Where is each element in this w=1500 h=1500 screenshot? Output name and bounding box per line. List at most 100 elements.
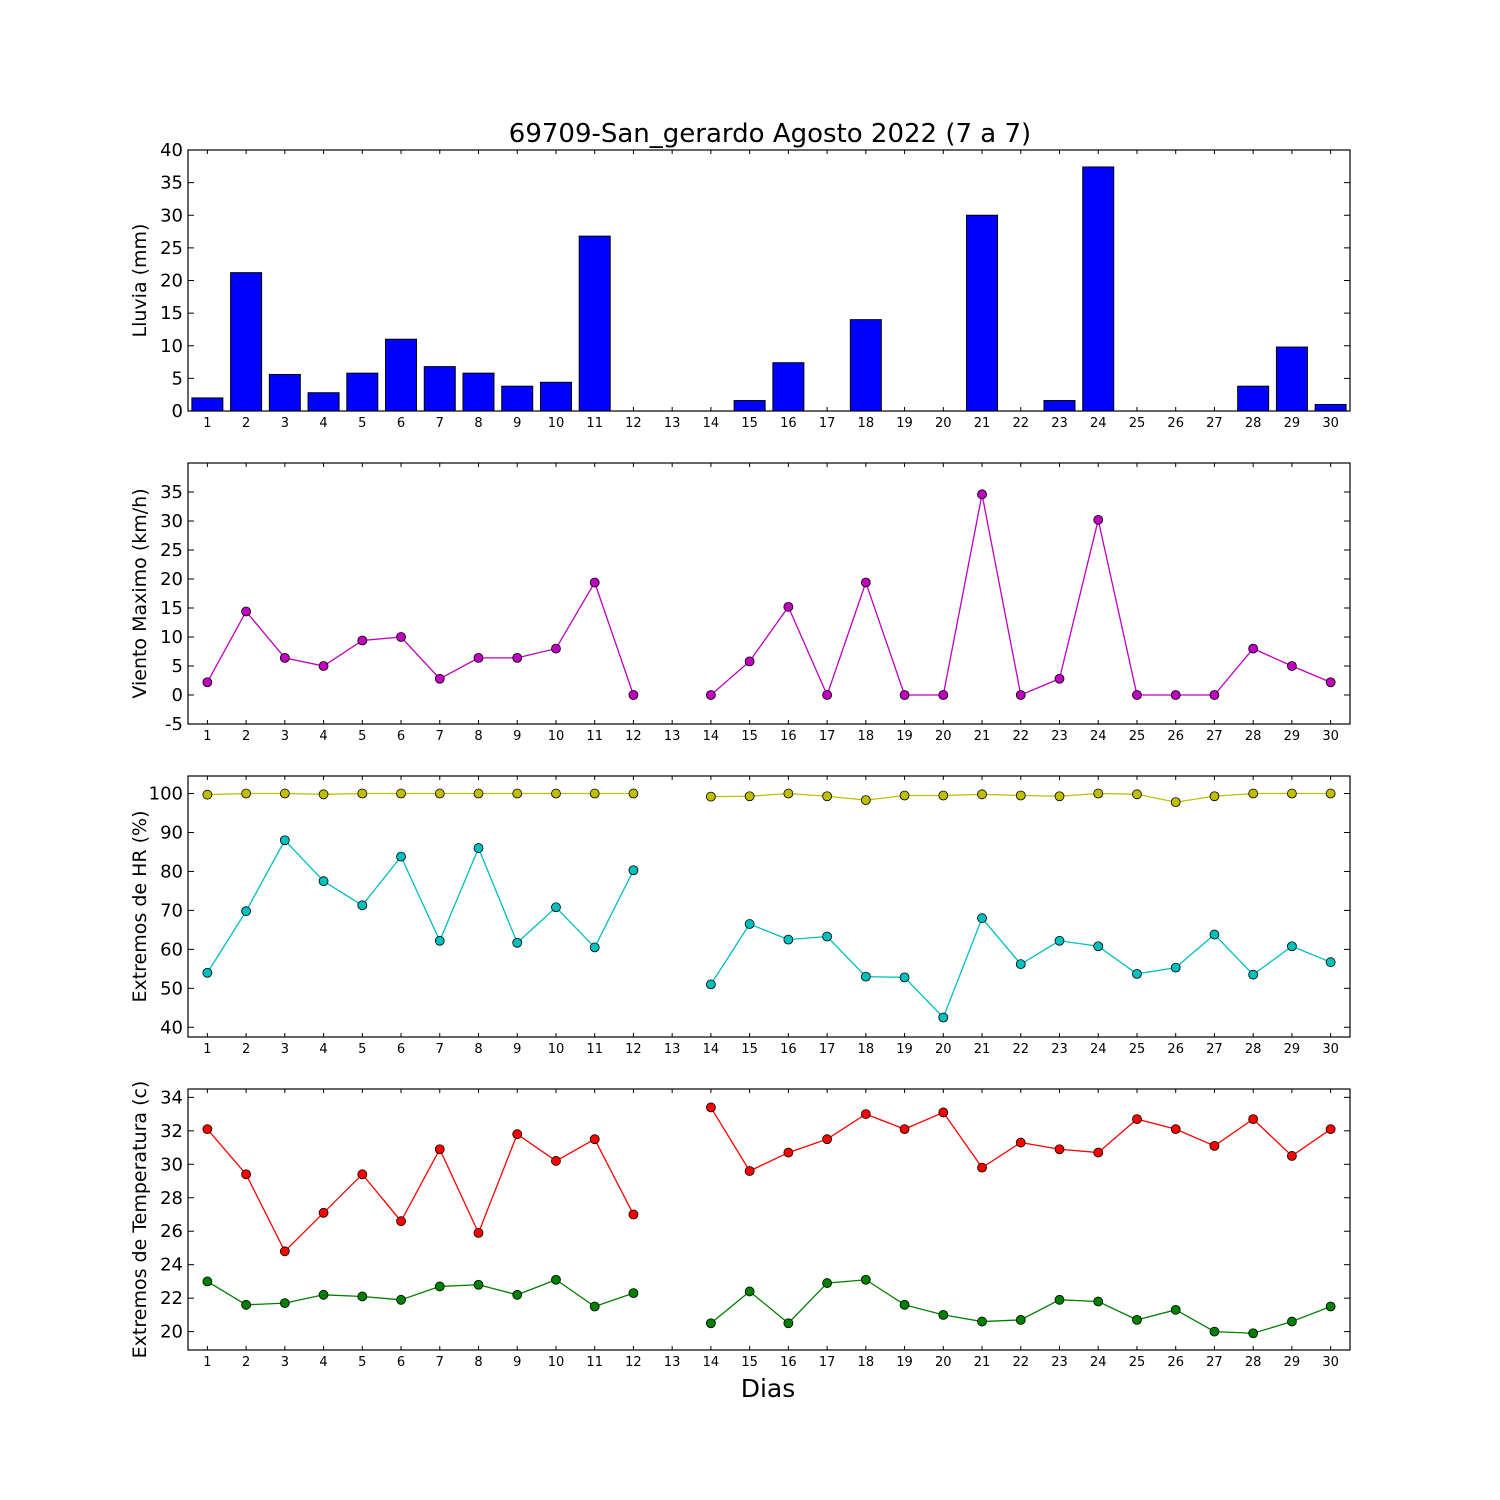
series-1-point-day-24 <box>1093 1147 1104 1158</box>
series-1-point-day-9 <box>512 652 523 663</box>
series-2-point-day-25 <box>1132 968 1142 979</box>
series-2-point-day-29 <box>1287 1316 1297 1327</box>
x-tick-label: 11 <box>586 1042 603 1057</box>
series-2-point-day-18 <box>860 971 871 982</box>
axes-frame <box>187 775 1351 1038</box>
x-tick-label: 2 <box>242 416 250 431</box>
series-2-point-day-11 <box>589 1301 600 1312</box>
rain-bar-day-1 <box>191 397 224 412</box>
rain-bar-day-8 <box>462 372 495 412</box>
rain-bar-day-23 <box>1043 400 1076 412</box>
series-1-point-day-15 <box>744 1166 755 1176</box>
x-tick-label: 22 <box>1012 1042 1029 1057</box>
x-tick-label: 15 <box>741 1355 758 1370</box>
series-2-point-day-21 <box>977 1316 987 1327</box>
series-2-point-day-8 <box>473 1279 484 1290</box>
y-tick-label: 28 <box>160 1188 183 1209</box>
y-tick-label: 22 <box>160 1288 183 1309</box>
series-1-point-day-24 <box>1093 788 1104 799</box>
x-tick-label: 1 <box>203 729 211 744</box>
x-tick-label: 4 <box>319 1042 327 1057</box>
series-2-line <box>207 1278 634 1308</box>
x-tick-label: 10 <box>548 729 565 744</box>
series-1-point-day-14 <box>706 791 716 802</box>
x-tick-label: 6 <box>397 1355 405 1370</box>
series-2-point-day-5 <box>357 900 368 911</box>
series-1-point-day-9 <box>512 1129 523 1140</box>
series-2-point-day-9 <box>512 1289 523 1300</box>
series-2-point-day-3 <box>279 835 290 846</box>
y-tick-label: 20 <box>160 1322 183 1343</box>
series-1-point-day-20 <box>938 1107 949 1118</box>
y-tick-label: 35 <box>160 173 183 194</box>
series-1-point-day-20 <box>938 790 949 801</box>
x-tick-label: 14 <box>703 416 720 431</box>
x-tick-label: 14 <box>703 1355 720 1370</box>
series-1-point-day-27 <box>1209 1140 1220 1151</box>
series-1-point-day-4 <box>318 1207 329 1218</box>
x-tick-label: 5 <box>358 1042 366 1057</box>
series-1-point-day-19 <box>899 790 910 801</box>
x-tick-label: 28 <box>1245 416 1262 431</box>
series-1-point-day-16 <box>783 601 794 612</box>
series-2-point-day-4 <box>318 876 329 887</box>
series-1-point-day-28 <box>1248 643 1259 654</box>
y-tick-label: -5 <box>165 714 183 735</box>
series-2-point-day-2 <box>241 1299 252 1310</box>
y-tick-label: 25 <box>160 238 183 259</box>
x-tick-label: 23 <box>1051 416 1068 431</box>
series-1-point-day-2 <box>241 1169 252 1180</box>
series-2-point-day-17 <box>822 1278 832 1288</box>
x-tick-label: 19 <box>896 1355 913 1370</box>
x-tick-label: 29 <box>1284 729 1301 744</box>
x-tick-label: 30 <box>1322 1355 1339 1370</box>
x-tick-label: 3 <box>281 729 289 744</box>
x-tick-label: 23 <box>1051 1042 1068 1057</box>
series-2-point-day-15 <box>744 919 755 929</box>
x-tick-label: 18 <box>858 1042 875 1057</box>
x-tick-label: 6 <box>397 1042 405 1057</box>
rain-bar-day-29 <box>1275 346 1308 412</box>
series-1-point-day-16 <box>783 1147 794 1158</box>
y-tick-label: 10 <box>160 627 183 648</box>
series-1-point-day-30 <box>1325 788 1336 799</box>
series-1-point-day-21 <box>977 489 987 500</box>
x-tick-label: 3 <box>281 1355 289 1370</box>
x-tick-label: 25 <box>1129 416 1146 431</box>
series-2-point-day-27 <box>1209 929 1220 940</box>
x-tick-label: 3 <box>281 1042 289 1057</box>
series-2-point-day-24 <box>1093 1296 1104 1307</box>
series-1-point-day-7 <box>434 1144 445 1155</box>
series-2-point-day-19 <box>899 1299 910 1310</box>
series-1-point-day-29 <box>1287 1151 1297 1161</box>
x-tick-label: 2 <box>242 1042 250 1057</box>
x-tick-label: 7 <box>436 416 444 431</box>
series-1-point-day-5 <box>357 788 368 799</box>
x-tick-label: 4 <box>319 729 327 744</box>
series-1-point-day-18 <box>860 577 871 588</box>
y-tick-label: 34 <box>160 1087 183 1108</box>
series-1-line <box>206 580 635 696</box>
series-2-point-day-10 <box>551 902 561 913</box>
series-2-point-day-12 <box>628 1288 639 1299</box>
x-tick-label: 1 <box>203 1355 211 1370</box>
series-1-point-day-18 <box>860 795 871 806</box>
series-2-point-day-8 <box>473 843 484 853</box>
series-2-point-day-6 <box>396 1294 406 1305</box>
x-tick-label: 21 <box>974 729 991 744</box>
x-tick-label: 27 <box>1206 1042 1223 1057</box>
series-2-line <box>206 839 635 974</box>
x-tick-label: 24 <box>1090 729 1107 744</box>
series-2-point-day-6 <box>396 851 406 862</box>
series-1-point-day-8 <box>473 788 484 799</box>
x-tick-label: 26 <box>1167 1355 1184 1370</box>
series-1-point-day-27 <box>1209 690 1220 700</box>
x-tick-label: 4 <box>319 1355 327 1370</box>
rain-bar-day-24 <box>1082 166 1115 412</box>
series-2-point-day-30 <box>1325 1301 1336 1312</box>
series-2-point-day-30 <box>1325 957 1336 968</box>
x-tick-label: 12 <box>625 1042 642 1057</box>
